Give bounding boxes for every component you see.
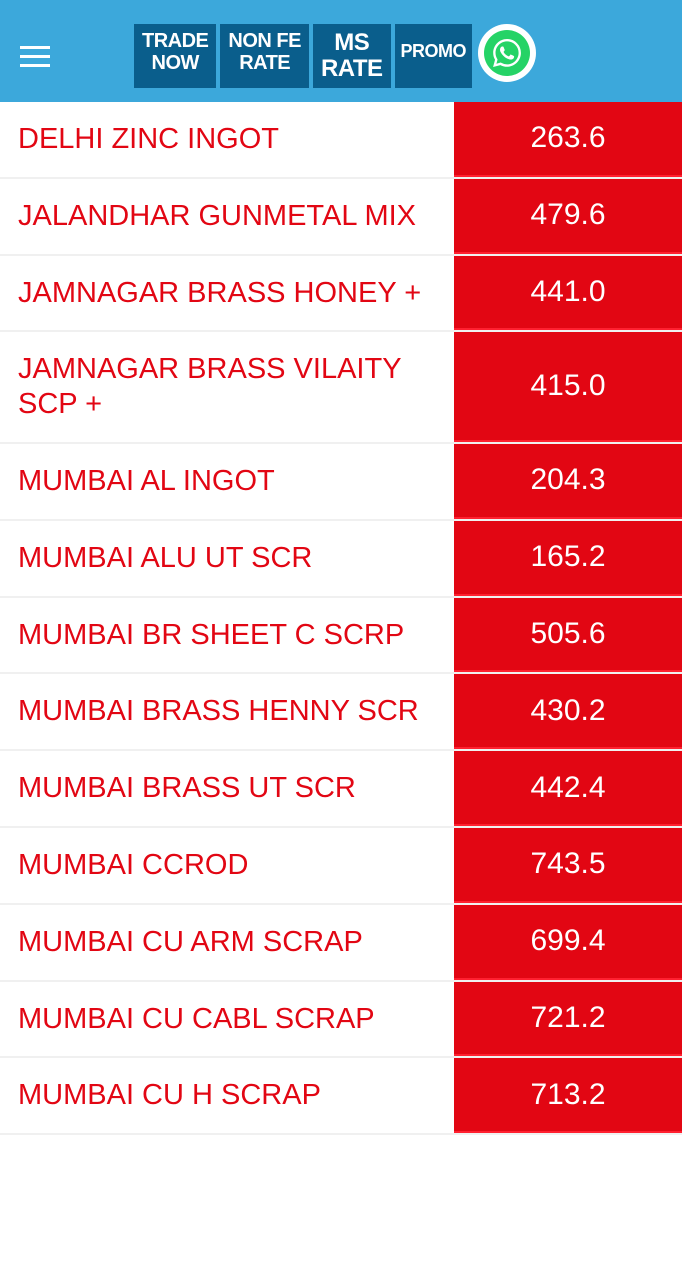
commodity-rate: 505.6 [454, 598, 682, 673]
commodity-name: MUMBAI BR SHEET C SCRP [0, 598, 454, 673]
table-row[interactable]: MUMBAI CU H SCRAP713.2 [0, 1058, 682, 1135]
commodity-rate: 263.6 [454, 102, 682, 177]
commodity-name: MUMBAI CU H SCRAP [0, 1058, 454, 1133]
whatsapp-button[interactable] [478, 24, 536, 82]
commodity-rate: 699.4 [454, 905, 682, 980]
table-row[interactable]: MUMBAI CCROD743.5 [0, 828, 682, 905]
commodity-name: MUMBAI CU CABL SCRAP [0, 982, 454, 1057]
commodity-rate: 441.0 [454, 256, 682, 331]
table-row[interactable]: JALANDHAR GUNMETAL MIX479.6 [0, 179, 682, 256]
commodity-name: JAMNAGAR BRASS VILAITY SCP + [0, 332, 454, 442]
nav-promo[interactable]: PROMO [395, 24, 473, 89]
commodity-name: MUMBAI ALU UT SCR [0, 521, 454, 596]
commodity-rate: 479.6 [454, 179, 682, 254]
table-row[interactable]: MUMBAI BRASS UT SCR442.4 [0, 751, 682, 828]
nav-label: MS [321, 30, 383, 56]
app-header: TRADE NOW NON FE RATE MS RATE PROMO [0, 10, 682, 102]
nav-nonfe-rate[interactable]: NON FE RATE [220, 24, 309, 89]
commodity-name: MUMBAI BRASS HENNY SCR [0, 674, 454, 749]
table-row[interactable]: MUMBAI CU ARM SCRAP699.4 [0, 905, 682, 982]
nav-trade-now[interactable]: TRADE NOW [134, 24, 216, 89]
nav-label: TRADE [142, 30, 208, 52]
commodity-rate: 415.0 [454, 332, 682, 442]
table-row[interactable]: MUMBAI BR SHEET C SCRP505.6 [0, 598, 682, 675]
commodity-name: JALANDHAR GUNMETAL MIX [0, 179, 454, 254]
table-row[interactable]: MUMBAI CU CABL SCRAP721.2 [0, 982, 682, 1059]
rates-table: DELHI ZINC INGOT263.6JALANDHAR GUNMETAL … [0, 102, 682, 1135]
status-bar [0, 0, 682, 10]
nav-label: RATE [228, 52, 301, 74]
commodity-rate: 442.4 [454, 751, 682, 826]
commodity-name: MUMBAI CCROD [0, 828, 454, 903]
commodity-name: JAMNAGAR BRASS HONEY + [0, 256, 454, 331]
nav-buttons: TRADE NOW NON FE RATE MS RATE PROMO [134, 24, 536, 89]
menu-button[interactable] [10, 31, 60, 81]
commodity-name: MUMBAI CU ARM SCRAP [0, 905, 454, 980]
commodity-rate: 430.2 [454, 674, 682, 749]
table-row[interactable]: MUMBAI BRASS HENNY SCR430.2 [0, 674, 682, 751]
nav-label: NOW [142, 52, 208, 74]
commodity-rate: 165.2 [454, 521, 682, 596]
table-row[interactable]: MUMBAI ALU UT SCR165.2 [0, 521, 682, 598]
nav-label: PROMO [401, 42, 467, 62]
table-row[interactable]: DELHI ZINC INGOT263.6 [0, 102, 682, 179]
nav-label: RATE [321, 56, 383, 82]
nav-ms-rate[interactable]: MS RATE [313, 24, 391, 89]
table-row[interactable]: JAMNAGAR BRASS VILAITY SCP +415.0 [0, 332, 682, 444]
whatsapp-icon [484, 30, 530, 76]
commodity-rate: 721.2 [454, 982, 682, 1057]
nav-label: NON FE [228, 30, 301, 52]
table-row[interactable]: JAMNAGAR BRASS HONEY +441.0 [0, 256, 682, 333]
commodity-rate: 743.5 [454, 828, 682, 903]
commodity-rate: 204.3 [454, 444, 682, 519]
table-row[interactable]: MUMBAI AL INGOT204.3 [0, 444, 682, 521]
commodity-rate: 713.2 [454, 1058, 682, 1133]
commodity-name: DELHI ZINC INGOT [0, 102, 454, 177]
commodity-name: MUMBAI BRASS UT SCR [0, 751, 454, 826]
commodity-name: MUMBAI AL INGOT [0, 444, 454, 519]
